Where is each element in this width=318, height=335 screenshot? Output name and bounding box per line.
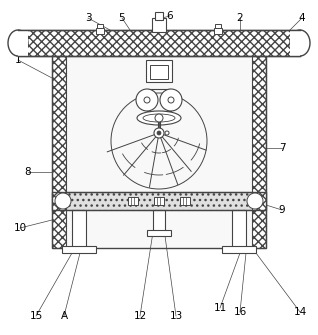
Bar bbox=[154, 197, 164, 205]
Text: 13: 13 bbox=[169, 311, 183, 321]
Circle shape bbox=[168, 97, 174, 103]
Bar bbox=[252, 54, 266, 248]
Circle shape bbox=[136, 89, 158, 111]
Bar bbox=[96, 28, 104, 34]
Text: 9: 9 bbox=[279, 205, 285, 215]
Bar bbox=[128, 197, 138, 205]
Circle shape bbox=[157, 131, 161, 135]
Circle shape bbox=[165, 131, 169, 135]
Text: 8: 8 bbox=[25, 167, 31, 177]
Text: 4: 4 bbox=[299, 13, 305, 23]
Bar bbox=[66, 192, 252, 210]
Bar bbox=[155, 12, 163, 20]
Text: 16: 16 bbox=[233, 307, 247, 317]
Circle shape bbox=[247, 193, 263, 209]
Text: 6: 6 bbox=[167, 11, 173, 21]
Bar bbox=[150, 65, 168, 79]
Bar bbox=[97, 24, 103, 28]
Bar bbox=[52, 54, 266, 248]
Text: 15: 15 bbox=[29, 311, 43, 321]
Text: 5: 5 bbox=[119, 13, 125, 23]
Bar bbox=[66, 54, 252, 248]
Bar bbox=[252, 192, 266, 210]
Bar bbox=[232, 210, 246, 248]
Bar bbox=[153, 210, 165, 232]
Bar bbox=[52, 54, 66, 248]
Bar bbox=[52, 192, 266, 210]
Text: 10: 10 bbox=[13, 223, 27, 233]
Bar bbox=[215, 24, 221, 28]
Text: 11: 11 bbox=[213, 303, 227, 313]
Bar bbox=[18, 30, 300, 56]
Circle shape bbox=[144, 97, 150, 103]
Bar bbox=[52, 192, 66, 210]
Bar bbox=[72, 210, 86, 248]
Text: 7: 7 bbox=[279, 143, 285, 153]
Circle shape bbox=[55, 193, 71, 209]
Text: 1: 1 bbox=[15, 55, 21, 65]
Bar bbox=[18, 30, 28, 56]
Bar bbox=[146, 60, 172, 82]
Ellipse shape bbox=[290, 30, 310, 56]
Text: A: A bbox=[60, 311, 67, 321]
Text: 14: 14 bbox=[294, 307, 307, 317]
Bar bbox=[214, 28, 222, 34]
Bar bbox=[290, 30, 300, 56]
Bar bbox=[180, 197, 190, 205]
Ellipse shape bbox=[137, 111, 181, 125]
Text: 3: 3 bbox=[85, 13, 91, 23]
Bar bbox=[152, 18, 166, 32]
Bar bbox=[62, 246, 96, 253]
Ellipse shape bbox=[143, 114, 175, 122]
Bar bbox=[222, 246, 256, 253]
Ellipse shape bbox=[8, 30, 28, 56]
Text: 12: 12 bbox=[133, 311, 147, 321]
Text: 2: 2 bbox=[237, 13, 243, 23]
Bar bbox=[147, 230, 171, 236]
Circle shape bbox=[155, 114, 163, 122]
Circle shape bbox=[160, 89, 182, 111]
Circle shape bbox=[154, 128, 164, 138]
